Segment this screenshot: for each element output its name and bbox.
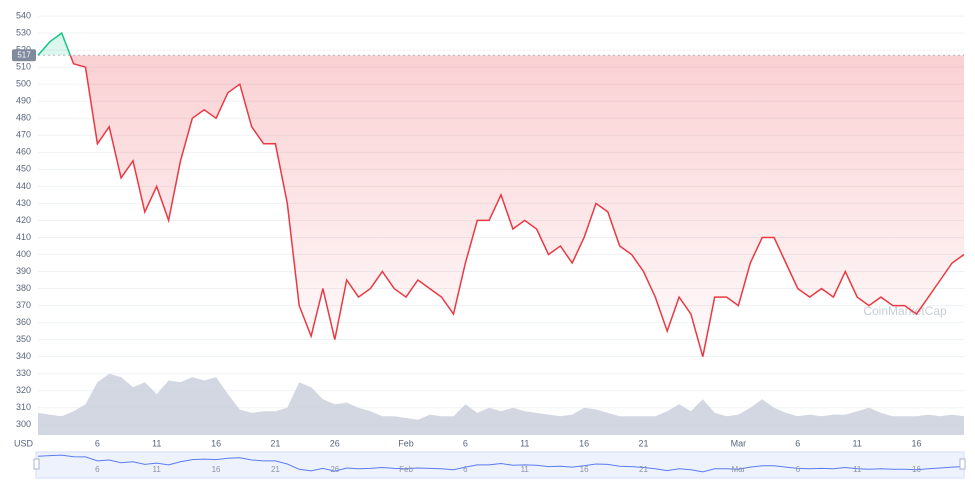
navigator-tick-label: 6 [796, 465, 801, 474]
navigator-tick-label: 11 [521, 465, 530, 474]
x-tick-label: 16 [211, 438, 221, 448]
y-tick-label: 310 [16, 402, 31, 412]
y-tick-label: 510 [16, 62, 31, 72]
y-tick-label: 400 [16, 249, 31, 259]
y-axis-label: USD [14, 438, 34, 448]
x-tick-label: 11 [520, 438, 529, 448]
navigator-handle[interactable] [959, 458, 966, 470]
y-tick-label: 490 [16, 96, 31, 106]
x-tick-label: 6 [795, 438, 800, 448]
y-tick-label: 530 [16, 28, 31, 38]
navigator-tick-label: 16 [912, 465, 921, 474]
navigator-tick-label: 6 [463, 465, 468, 474]
y-tick-label: 420 [16, 215, 31, 225]
x-tick-label: 16 [579, 438, 589, 448]
navigator-handle[interactable] [33, 458, 40, 470]
y-tick-label: 450 [16, 164, 31, 174]
navigator[interactable] [35, 451, 965, 479]
y-tick-label: 320 [16, 385, 31, 395]
price-line-down [37, 55, 965, 357]
y-tick-label: 440 [16, 181, 31, 191]
y-tick-label: 500 [16, 79, 31, 89]
x-tick-label: Feb [398, 438, 414, 448]
x-tick-label: 21 [638, 438, 648, 448]
navigator-tick-label: 21 [639, 465, 648, 474]
x-tick-label: 26 [330, 438, 340, 448]
y-tick-label: 380 [16, 283, 31, 293]
navigator-tick-label: 21 [271, 465, 280, 474]
navigator-line [37, 454, 965, 473]
navigator-tick-label: 6 [95, 465, 100, 474]
y-tick-label: 340 [16, 351, 31, 361]
y-tick-label: 470 [16, 130, 31, 140]
y-tick-label: 480 [16, 113, 31, 123]
x-tick-label: 16 [912, 438, 922, 448]
volume-area [38, 373, 964, 435]
x-tick-label: Mar [731, 438, 747, 448]
x-tick-label: 11 [852, 438, 861, 448]
y-tick-label: 370 [16, 300, 31, 310]
y-tick-label: 390 [16, 266, 31, 276]
y-tick-label: 360 [16, 317, 31, 327]
y-tick-label: 330 [16, 368, 31, 378]
x-tick-label: 21 [270, 438, 280, 448]
y-tick-label: 540 [16, 10, 31, 20]
navigator-tick-label: Mar [732, 465, 746, 474]
x-tick-label: 6 [95, 438, 100, 448]
y-tick-label: 410 [16, 232, 31, 242]
baseline-label: 517 [17, 50, 31, 59]
navigator-tick-label: 26 [330, 465, 339, 474]
y-tick-label: 300 [16, 419, 31, 429]
navigator-tick-label: Feb [399, 465, 413, 474]
y-tick-label: 350 [16, 334, 31, 344]
price-area-up [38, 33, 71, 56]
watermark: CoinMarketCap [863, 304, 947, 318]
y-tick-label: 460 [16, 147, 31, 157]
x-tick-label: 6 [463, 438, 468, 448]
navigator-tick-label: 16 [212, 465, 221, 474]
navigator-tick-label: 11 [153, 465, 162, 474]
navigator-tick-label: 16 [580, 465, 589, 474]
x-tick-label: 11 [152, 438, 161, 448]
y-tick-label: 430 [16, 198, 31, 208]
baseline-badge [12, 49, 36, 62]
price-area-down [38, 55, 964, 357]
navigator-tick-label: 11 [853, 465, 862, 474]
